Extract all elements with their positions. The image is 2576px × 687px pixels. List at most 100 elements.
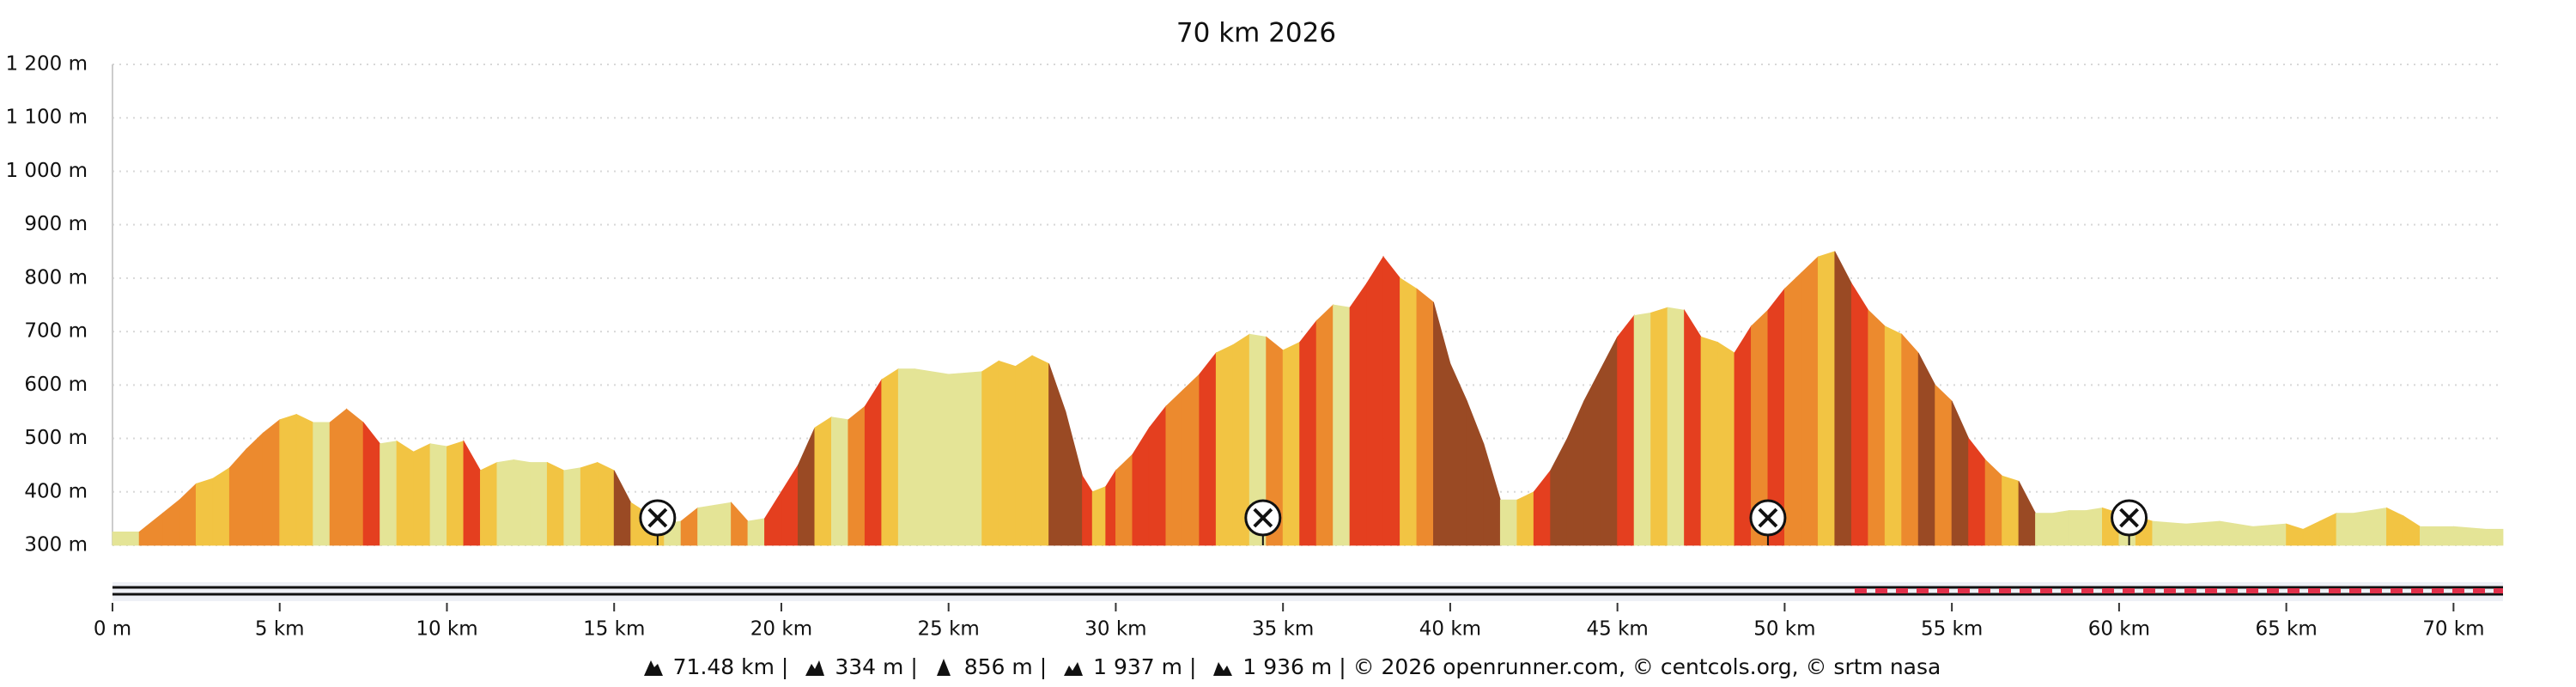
profile-segment (914, 368, 950, 546)
profile-segment (530, 462, 548, 546)
profile-segment (2486, 528, 2504, 546)
profile-segment (138, 526, 147, 546)
profile-segment (1516, 491, 1534, 546)
profile-segment (1968, 437, 1986, 546)
profile-segment (447, 441, 465, 546)
profile-segment (2152, 520, 2187, 546)
profile-segment (1400, 277, 1418, 546)
x-tick-label: 50 km (1753, 618, 1815, 641)
profile-segment (262, 418, 281, 546)
y-tick-label: 600 m (24, 374, 88, 396)
profile-segment (1483, 443, 1501, 546)
stat-text: 71.48 km | (672, 654, 789, 679)
profile-segment (1105, 469, 1116, 546)
profile-segment (1215, 344, 1234, 546)
profile-segment (1466, 400, 1485, 546)
profile-segment (463, 440, 481, 546)
profile-segment (1717, 341, 1735, 546)
profile-segment (2452, 526, 2488, 546)
stat-icon (936, 659, 951, 676)
stat-text: 856 m | (963, 654, 1048, 679)
y-tick-label: 1 200 m (5, 53, 88, 76)
profile-segment (1091, 485, 1107, 546)
profile-segment (2336, 513, 2354, 546)
profile-segment (179, 483, 197, 546)
profile-segment (2286, 523, 2304, 546)
profile-segment (2403, 515, 2421, 546)
profile-segment (2386, 507, 2404, 546)
profile-segment (2185, 520, 2221, 546)
profile-segment (680, 507, 698, 546)
profile-segment (1700, 336, 1718, 546)
profile-segment (714, 502, 732, 546)
profile-segment (145, 512, 163, 546)
x-tick-label: 25 km (918, 618, 980, 641)
marker-icon (647, 508, 668, 528)
profile-segment (580, 462, 598, 546)
x-tick-label: 20 km (750, 618, 812, 641)
x-tick-label: 55 km (1921, 618, 1983, 641)
profile-segment (1499, 499, 1518, 546)
x-tick-label: 5 km (255, 618, 305, 641)
profile-segment (1834, 251, 1852, 546)
profile-segment (1850, 282, 1869, 546)
profile-segment (246, 432, 264, 546)
profile-segment (1082, 474, 1093, 546)
x-tick-label: 65 km (2255, 618, 2317, 641)
x-tick-label: 35 km (1252, 618, 1314, 641)
profile-segment (496, 459, 514, 546)
stat-icon-shape (1064, 662, 1084, 676)
profile-segment (1667, 307, 1685, 546)
profile-segment (112, 532, 140, 546)
x-tick-label: 40 km (1419, 618, 1481, 641)
profile-segment (162, 499, 180, 546)
marker-icon (1758, 508, 1778, 528)
profile-segment (981, 360, 999, 546)
x-tick-label: 60 km (2088, 618, 2150, 641)
profile-segment (1901, 333, 1919, 546)
profile-segment (897, 368, 916, 546)
profile-segment (2002, 475, 2020, 546)
profile-segment (228, 447, 247, 546)
profile-segment (1015, 355, 1033, 546)
y-tick-label: 1 000 m (5, 160, 88, 182)
profile-segment (2035, 513, 2053, 546)
profile-segment (830, 416, 849, 546)
profile-segment (2319, 513, 2337, 546)
profile-segment (212, 467, 230, 546)
surface-strip (112, 582, 2503, 601)
profile-segment (764, 490, 782, 546)
profile-segment (313, 422, 331, 546)
stat-icon-shape (936, 659, 951, 676)
x-tick-label: 10 km (416, 618, 477, 641)
profile-segment (513, 459, 532, 546)
profile-segment (1048, 363, 1066, 546)
profile-segment (1132, 426, 1150, 546)
stat-icon-shape (643, 660, 663, 676)
profile-segment (1299, 319, 1317, 546)
profile-segment (1382, 255, 1400, 546)
profile-segment (329, 408, 348, 546)
profile-segment (1416, 288, 1434, 546)
profile-segment (2219, 520, 2254, 546)
y-tick-label: 700 m (24, 320, 88, 343)
profile-segment (798, 427, 816, 546)
y-tick-label: 300 m (24, 534, 88, 556)
stat-text: 1 937 m | (1093, 654, 1197, 679)
profile-segment (1783, 271, 1802, 546)
profile-segment (1984, 459, 2002, 546)
profile-segment (1349, 282, 1367, 546)
x-tick-label: 30 km (1084, 618, 1146, 641)
profile-segment (1801, 256, 1819, 546)
refreshment-marker (639, 499, 677, 545)
profile-segment (1031, 355, 1049, 546)
profile-segment (1566, 400, 1585, 546)
profile-segment (864, 378, 883, 546)
marker-icon (1253, 508, 1273, 528)
profile-segment (2252, 523, 2287, 546)
profile-segment (948, 371, 983, 546)
profile-segment (429, 443, 447, 546)
profile-segment (346, 408, 364, 546)
profile-segment (2353, 507, 2387, 546)
profile-segment (2051, 510, 2069, 546)
